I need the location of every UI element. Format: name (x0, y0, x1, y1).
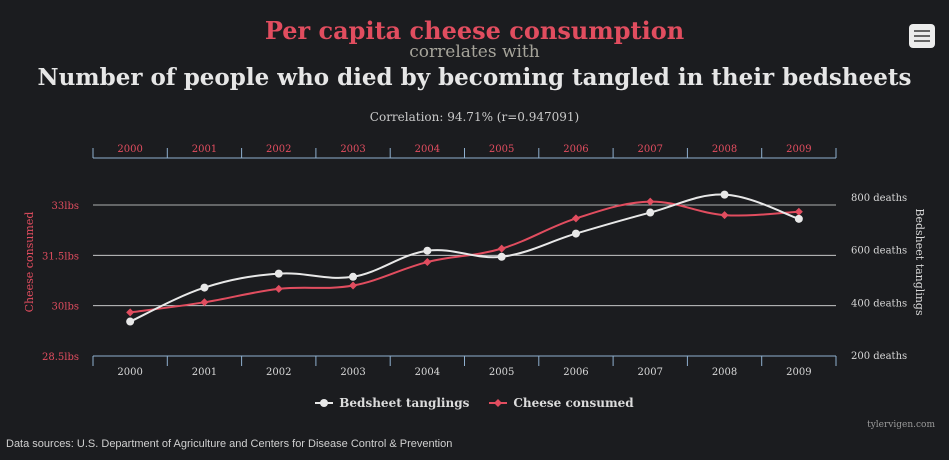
top-axis-tick-label: 2006 (563, 144, 588, 155)
bedsheet-data-point (126, 317, 135, 326)
bottom-axis-tick-label: 2007 (638, 367, 663, 378)
chart-legend: Bedsheet tanglings Cheese consumed (0, 396, 949, 410)
cheese-data-point (497, 244, 506, 253)
cheese-data-point (274, 284, 283, 293)
left-axis-tick-label: 33lbs (52, 201, 79, 212)
legend-label-bedsheet: Bedsheet tanglings (339, 396, 470, 410)
right-axis-tick-label: 400 deaths (851, 298, 907, 309)
top-axis-tick-label: 2007 (638, 144, 663, 155)
left-axis-title: Cheese consumed (23, 212, 36, 313)
chart-title-primary: Per capita cheese consumption (264, 16, 685, 45)
chart-title-secondary: Number of people who died by becoming ta… (37, 64, 912, 91)
hamburger-icon-bar (914, 30, 930, 32)
cheese-data-point (794, 207, 803, 216)
bottom-axis-tick-label: 2004 (415, 367, 440, 378)
legend-item-cheese[interactable]: Cheese consumed (489, 396, 634, 410)
bedsheet-data-point (274, 269, 283, 278)
bottom-axis-tick-label: 2001 (192, 367, 217, 378)
right-axis-tick-label: 200 deaths (851, 351, 907, 362)
cheese-data-point (423, 258, 432, 267)
legend-label-cheese: Cheese consumed (513, 396, 634, 410)
cheese-data-point (720, 211, 729, 220)
bottom-axis-tick-label: 2009 (786, 367, 811, 378)
correlation-text: Correlation: 94.71% (r=0.947091) (369, 110, 580, 124)
bedsheet-data-point (349, 272, 358, 281)
bottom-axis-tick-label: 2006 (563, 367, 588, 378)
bedsheet-series-line (129, 193, 800, 323)
bedsheet-data-point (571, 229, 580, 238)
bottom-axis-tick-label: 2008 (712, 367, 737, 378)
left-axis-tick-label: 31.5lbs (42, 251, 79, 262)
chart-menu-button[interactable] (909, 24, 935, 48)
top-axis-tick-label: 2000 (117, 144, 142, 155)
cheese-series-line (130, 200, 799, 314)
cheese-data-point (126, 308, 135, 317)
top-axis-tick-label: 2005 (489, 144, 514, 155)
left-axis-tick-label: 28.5lbs (42, 352, 79, 363)
chart-subtitle: correlates with (409, 42, 540, 62)
legend-marker-bedsheet-icon (315, 399, 334, 407)
top-axis-tick-label: 2004 (415, 144, 440, 155)
data-sources: Data sources: U.S. Department of Agricul… (6, 438, 453, 450)
bedsheet-data-point (794, 214, 803, 223)
right-axis-title: Bedsheet tanglings (913, 208, 926, 316)
right-axis-tick-label: 600 deaths (851, 246, 907, 257)
hamburger-icon-bar (914, 35, 930, 37)
left-axis-tick-label: 30lbs (52, 302, 79, 313)
bedsheet-data-point (200, 283, 209, 292)
bedsheet-data-point (423, 246, 432, 255)
hamburger-icon-bar (914, 40, 930, 42)
top-axis-tick-label: 2003 (340, 144, 365, 155)
cheese-data-point (646, 197, 655, 206)
cheese-data-point (200, 298, 209, 307)
top-axis-tick-label: 2002 (266, 144, 291, 155)
credit-text[interactable]: tylervigen.com (867, 420, 935, 430)
bottom-axis-tick-label: 2002 (266, 367, 291, 378)
bottom-axis-tick-label: 2003 (340, 367, 365, 378)
cheese-data-point (571, 214, 580, 223)
cheese-data-point (349, 281, 358, 290)
bottom-axis-tick-label: 2000 (117, 367, 142, 378)
bedsheet-data-point (720, 190, 729, 199)
top-axis-tick-label: 2008 (712, 144, 737, 155)
right-axis-tick-label: 800 deaths (851, 193, 907, 204)
bedsheet-data-point (497, 252, 506, 261)
top-axis-tick-label: 2001 (192, 144, 217, 155)
bedsheet-data-point (646, 208, 655, 217)
top-axis-tick-label: 2009 (786, 144, 811, 155)
bottom-axis-tick-label: 2005 (489, 367, 514, 378)
legend-item-bedsheet[interactable]: Bedsheet tanglings (315, 396, 469, 410)
legend-marker-cheese-icon (489, 399, 508, 407)
